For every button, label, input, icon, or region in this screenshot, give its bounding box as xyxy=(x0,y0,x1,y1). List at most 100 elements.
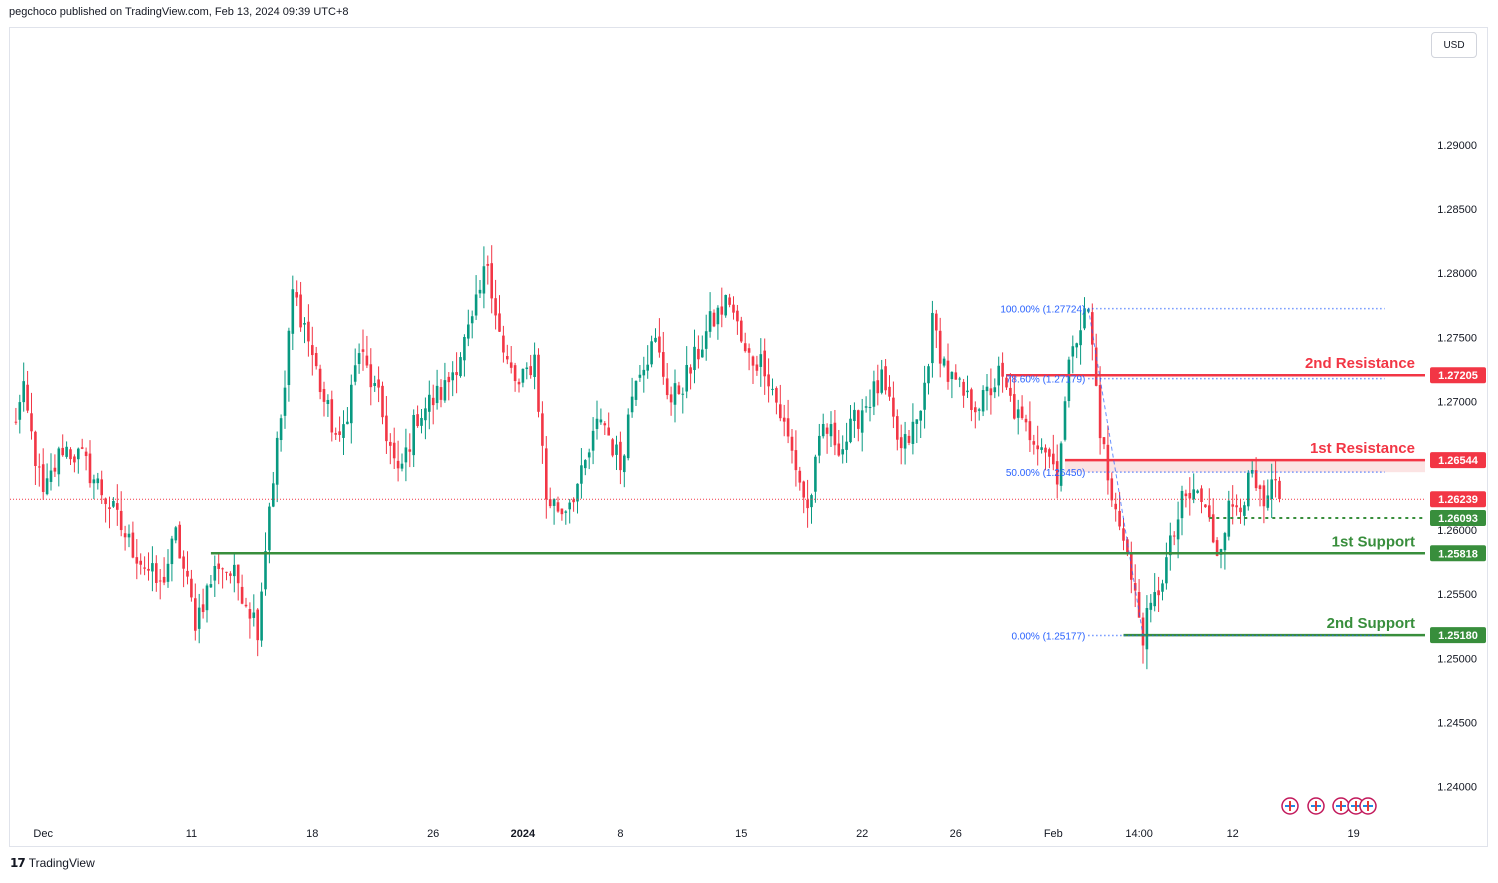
candle-body xyxy=(53,467,57,472)
x-tick-label: 2024 xyxy=(511,828,536,840)
candle-body xyxy=(26,384,29,411)
candle-body xyxy=(587,452,591,458)
candle-body xyxy=(1250,469,1254,474)
footer-brand[interactable]: 𝟭𝟳 TradingView xyxy=(10,856,95,870)
resistance-tag xyxy=(1430,452,1486,469)
candle-body xyxy=(884,366,887,391)
candle-body xyxy=(84,451,88,457)
candle-body xyxy=(299,294,302,328)
candle-body xyxy=(669,394,673,403)
candle-body xyxy=(65,446,68,457)
candle-body xyxy=(268,506,271,551)
candle-body xyxy=(108,507,111,510)
candle-body xyxy=(377,379,380,388)
candle-body xyxy=(595,418,599,429)
candle-body xyxy=(798,470,802,483)
candle-body xyxy=(716,307,720,325)
candle-body xyxy=(712,312,716,327)
candle-body xyxy=(1098,385,1102,439)
candle-body xyxy=(1196,490,1199,493)
candle-body xyxy=(751,356,755,366)
candle-body xyxy=(314,353,318,367)
candle-body xyxy=(977,409,981,411)
candle-body xyxy=(1032,441,1036,445)
candle-body xyxy=(1020,406,1024,419)
candle-body xyxy=(463,336,466,361)
candle-body xyxy=(283,387,287,416)
candle-body xyxy=(1036,445,1039,450)
candle-body xyxy=(740,320,743,342)
candle-body xyxy=(1165,557,1168,584)
y-tick-label: 1.24000 xyxy=(1437,782,1477,794)
candle-body xyxy=(447,376,451,383)
candle-body xyxy=(919,410,922,421)
candle-body xyxy=(903,434,907,449)
candle-body xyxy=(802,481,805,498)
candle-body xyxy=(451,372,454,381)
candle-body xyxy=(174,527,178,541)
candle-body xyxy=(564,511,568,513)
candle-body xyxy=(291,289,295,334)
candle-body xyxy=(689,367,692,374)
candle-body xyxy=(755,364,759,371)
y-tick-label: 1.28000 xyxy=(1437,268,1477,280)
candle-body xyxy=(708,311,712,332)
candle-body xyxy=(151,563,154,572)
candle-body xyxy=(681,393,685,395)
candle-body xyxy=(931,312,934,364)
candle-body xyxy=(619,441,622,471)
candle-body xyxy=(860,410,864,433)
candle-body xyxy=(1028,421,1032,441)
candle-body xyxy=(41,464,45,492)
resistance-zone xyxy=(1065,460,1425,473)
candle-body xyxy=(771,388,774,390)
candle-body xyxy=(1024,418,1028,423)
candle-body xyxy=(1079,330,1082,346)
candle-body xyxy=(396,460,400,469)
candle-body xyxy=(892,397,895,417)
candle-body xyxy=(272,483,275,507)
candle-body xyxy=(1208,505,1211,518)
candle-body xyxy=(685,364,688,392)
x-tick-label: Dec xyxy=(33,828,53,840)
candle-body xyxy=(38,466,41,468)
candle-body xyxy=(701,349,704,358)
candle-body xyxy=(252,612,256,618)
candle-body xyxy=(1118,510,1121,527)
candle-body xyxy=(958,378,961,380)
candle-body xyxy=(646,364,649,371)
candle-body xyxy=(548,499,552,507)
candle-body xyxy=(190,578,193,598)
candle-body xyxy=(178,524,181,559)
candle-body xyxy=(837,443,841,456)
candle-body xyxy=(693,346,696,371)
candle-body xyxy=(1254,470,1258,489)
currency-selector[interactable]: USD xyxy=(1431,32,1477,58)
candle-body xyxy=(720,306,724,315)
candle-body xyxy=(517,381,521,385)
x-tick-label: 22 xyxy=(856,828,868,840)
candle-body xyxy=(322,388,326,402)
candle-body xyxy=(942,358,946,366)
candle-body xyxy=(552,499,556,506)
candle-body xyxy=(899,437,903,449)
candle-body xyxy=(400,463,404,469)
x-tick-label: 14:00 xyxy=(1125,828,1153,840)
candle-body xyxy=(560,508,564,515)
candle-body xyxy=(623,455,626,473)
candle-body xyxy=(1176,519,1180,540)
candle-body xyxy=(1067,359,1071,402)
time-axis: Dec 11 18 26 2024 8 15 22 26 Feb 14:00 12 19 xyxy=(33,828,1359,840)
candle-body xyxy=(1243,505,1246,516)
candle-body xyxy=(131,532,135,558)
y-tick-label: 1.28500 xyxy=(1437,204,1477,216)
candle-body xyxy=(416,414,419,427)
candle-body xyxy=(1110,478,1114,501)
candle-body xyxy=(213,565,217,581)
candle-body xyxy=(1137,592,1141,618)
candle-body xyxy=(225,571,228,573)
candle-body xyxy=(1247,472,1250,507)
candle-body xyxy=(1231,504,1234,507)
resistance-tag-label: 1.26544 xyxy=(1438,455,1479,467)
